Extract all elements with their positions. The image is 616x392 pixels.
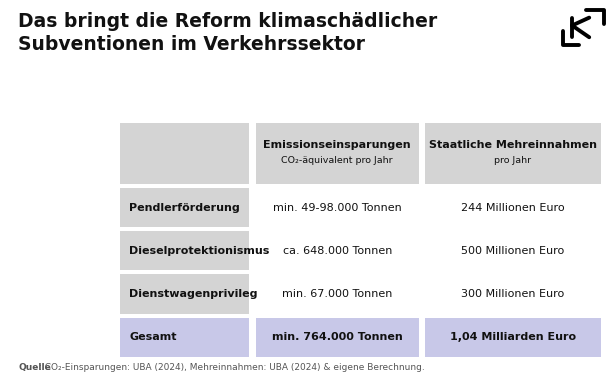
Text: 244 Millionen Euro: 244 Millionen Euro [461, 203, 565, 213]
Text: Dieselprotektionismus: Dieselprotektionismus [129, 246, 270, 256]
Text: min. 67.000 Tonnen: min. 67.000 Tonnen [282, 289, 392, 299]
Text: Quelle: Quelle [18, 363, 51, 372]
Text: Pendlerförderung: Pendlerförderung [129, 203, 240, 213]
Text: Staatliche Mehreinnahmen: Staatliche Mehreinnahmen [429, 140, 597, 150]
Text: 300 Millionen Euro: 300 Millionen Euro [461, 289, 564, 299]
Text: Emissionseinsparungen: Emissionseinsparungen [264, 140, 411, 150]
Text: Dienstwagenprivileg: Dienstwagenprivileg [129, 289, 258, 299]
Text: CO₂-äquivalent pro Jahr: CO₂-äquivalent pro Jahr [282, 156, 393, 165]
Text: ca. 648.000 Tonnen: ca. 648.000 Tonnen [283, 246, 392, 256]
Text: Gesamt: Gesamt [129, 332, 177, 342]
Text: 500 Millionen Euro: 500 Millionen Euro [461, 246, 564, 256]
Text: pro Jahr: pro Jahr [494, 156, 532, 165]
Text: Das bringt die Reform klimaschädlicher
Subventionen im Verkehrssektor: Das bringt die Reform klimaschädlicher S… [18, 12, 438, 54]
Text: 1,04 Milliarden Euro: 1,04 Milliarden Euro [450, 332, 576, 342]
Text: min. 49-98.000 Tonnen: min. 49-98.000 Tonnen [273, 203, 402, 213]
Text: : CO₂-Einsparungen: UBA (2024), Mehreinnahmen: UBA (2024) & eigene Berechnung.: : CO₂-Einsparungen: UBA (2024), Mehreinn… [39, 363, 424, 372]
Text: min. 764.000 Tonnen: min. 764.000 Tonnen [272, 332, 403, 342]
